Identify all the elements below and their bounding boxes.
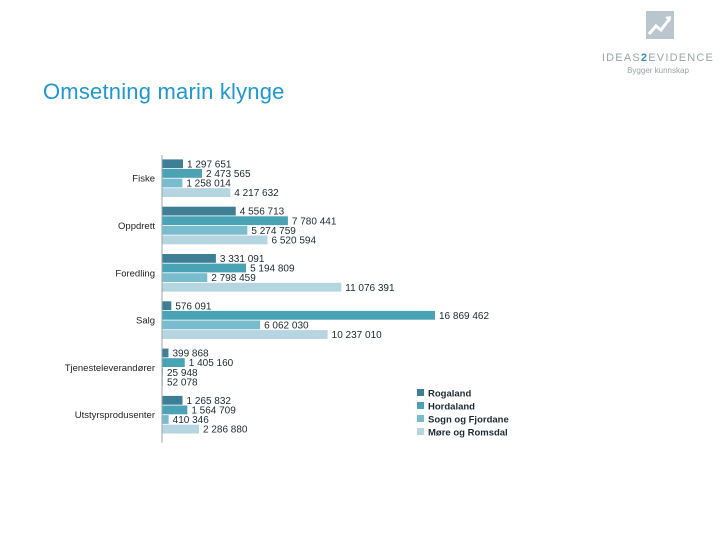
data-label: 1 297 651 (187, 159, 232, 170)
data-label: 2 798 459 (211, 273, 256, 284)
data-label: 1 265 832 (186, 396, 231, 407)
bar-hordaland (162, 358, 185, 367)
bar-møre-og-romsdal (162, 188, 231, 197)
data-label: 5 274 759 (251, 226, 296, 237)
bar-møre-og-romsdal (162, 330, 328, 339)
legend-swatch (417, 389, 424, 396)
category-label: Tjenesteleverandører (65, 363, 155, 374)
bar-hordaland (162, 405, 188, 415)
legend-label: Hordaland (428, 402, 475, 413)
logo-name: IDEAS2EVIDENCE (600, 52, 716, 64)
legend-swatch (417, 415, 424, 422)
bar-rogaland (162, 301, 172, 311)
data-label: 4 556 713 (240, 207, 285, 218)
chart-up-icon (646, 11, 674, 39)
bar-hordaland (162, 263, 247, 273)
data-label: 4 217 632 (234, 188, 279, 199)
company-logo: IDEAS2EVIDENCE Bygger kunnskap (600, 8, 716, 78)
logo-name-part2: EVIDENCE (648, 52, 715, 64)
data-label: 7 780 441 (292, 216, 337, 227)
bar-møre-og-romsdal (162, 282, 342, 292)
legend-swatch (417, 402, 424, 409)
data-label: 1 258 014 (186, 179, 231, 190)
bar-sogn-og-fjordane (162, 320, 261, 330)
slide-title: Omsetning marin klynge (43, 79, 285, 104)
data-label: 25 948 (167, 368, 198, 379)
data-label: 10 237 010 (332, 330, 382, 341)
data-label: 52 078 (167, 377, 198, 388)
bar-møre-og-romsdal (162, 424, 200, 434)
data-label: 576 091 (175, 301, 212, 312)
bar-sogn-og-fjordane (162, 225, 248, 235)
logo-name-accent: 2 (640, 52, 649, 64)
data-label: 6 520 594 (272, 236, 317, 247)
data-label: 410 346 (173, 415, 210, 426)
data-label: 1 564 709 (191, 406, 236, 417)
bar-rogaland (162, 395, 183, 405)
data-label: 16 869 462 (439, 311, 489, 322)
bar-sogn-og-fjordane (162, 415, 169, 424)
logo-name-part1: IDEAS (601, 52, 641, 64)
legend: Rogaland Hordaland Sogn og Fjordane Møre og… (417, 389, 509, 439)
bar-sogn-og-fjordane (162, 178, 183, 188)
bars-group (162, 159, 435, 434)
bar-rogaland (162, 348, 169, 358)
category-label: Oppdrett (118, 221, 155, 232)
bar-sogn-og-fjordane (162, 273, 208, 282)
bar-møre-og-romsdal (162, 235, 268, 245)
data-label: 1 405 160 (189, 358, 234, 369)
data-label: 399 868 (172, 349, 209, 360)
data-label: 5 194 809 (250, 264, 295, 275)
data-label: 3 331 091 (220, 254, 265, 265)
category-label: Foredling (115, 268, 155, 279)
data-label: 11 076 391 (345, 283, 395, 294)
logo-tagline: Bygger kunnskap (627, 66, 689, 75)
bar-rogaland (162, 159, 183, 169)
legend-swatch (417, 428, 424, 435)
bar-hordaland (162, 216, 288, 226)
bar-rogaland (162, 206, 236, 216)
data-label: 6 062 030 (264, 321, 309, 332)
category-label: Salg (136, 316, 155, 327)
category-label: Utstyrsprodusenter (75, 410, 155, 421)
data-label: 2 286 880 (203, 425, 248, 436)
bar-rogaland (162, 254, 216, 263)
legend-label: Sogn og Fjordane (428, 415, 509, 426)
bar-hordaland (162, 169, 203, 178)
legend-label: Møre og Romsdal (428, 428, 508, 439)
legend-label: Rogaland (428, 389, 471, 400)
bar-hordaland (162, 310, 435, 320)
category-labels: Fiske Oppdrett Foredling Salg Tjenestelevera… (65, 174, 156, 422)
data-label: 2 473 565 (206, 169, 251, 180)
category-label: Fiske (132, 174, 155, 185)
